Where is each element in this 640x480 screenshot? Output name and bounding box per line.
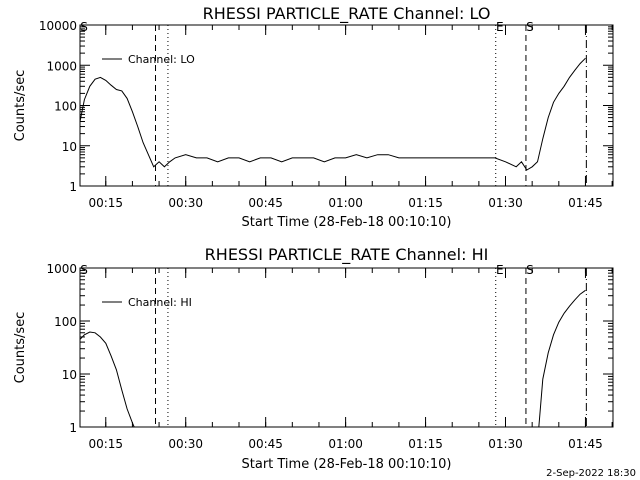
chart-panel-1: RHESSI PARTICLE_RATE Channel: LO 1 10 100 10… bbox=[13, 4, 614, 230]
series-line bbox=[80, 57, 586, 171]
x-tick-label: 01:45 bbox=[568, 196, 603, 210]
y-axis-label: Counts/sec bbox=[13, 312, 28, 384]
event-marker-label: S bbox=[526, 263, 534, 277]
plot-frame bbox=[79, 24, 614, 187]
x-tick-label: 00:30 bbox=[168, 196, 203, 210]
y-tick-label: 10 bbox=[62, 368, 77, 382]
x-tick-label: 00:15 bbox=[88, 196, 123, 210]
y-tick-label: 1000 bbox=[46, 59, 77, 73]
plot-timestamp: 2-Sep-2022 18:30 bbox=[546, 468, 636, 479]
series-line bbox=[80, 289, 586, 427]
x-tick-label: 00:15 bbox=[88, 437, 123, 451]
legend-label: Channel: HI bbox=[128, 296, 192, 309]
x-tick-label: 00:45 bbox=[248, 196, 283, 210]
chart-title: RHESSI PARTICLE_RATE Channel: HI bbox=[205, 245, 489, 265]
y-tick-label: 1 bbox=[69, 180, 77, 194]
x-tick-label: 00:45 bbox=[248, 437, 283, 451]
x-tick-label: 01:00 bbox=[328, 196, 363, 210]
chart-title: RHESSI PARTICLE_RATE Channel: LO bbox=[203, 4, 491, 24]
x-tick-label: 01:30 bbox=[488, 196, 523, 210]
event-marker-label: E bbox=[496, 20, 504, 34]
x-tick-label: 01:15 bbox=[408, 437, 443, 451]
plot-frame bbox=[79, 267, 614, 428]
x-axis-label: Start Time (28-Feb-18 00:10:10) bbox=[242, 457, 452, 472]
x-tick-label: 01:00 bbox=[328, 437, 363, 451]
event-marker-label: S bbox=[80, 263, 88, 277]
x-tick-label: 01:30 bbox=[488, 437, 523, 451]
event-marker-label: S bbox=[80, 20, 88, 34]
y-tick-label: 10 bbox=[62, 140, 77, 154]
y-tick-label: 100 bbox=[54, 100, 77, 114]
x-axis-label: Start Time (28-Feb-18 00:10:10) bbox=[242, 215, 452, 230]
y-tick-label: 10000 bbox=[39, 19, 77, 33]
y-tick-label: 1000 bbox=[46, 262, 77, 276]
x-tick-label: 01:45 bbox=[568, 437, 603, 451]
legend-label: Channel: LO bbox=[128, 53, 195, 66]
chart-panel-2: RHESSI PARTICLE_RATE Channel: HI 1 10 100 10… bbox=[13, 245, 614, 472]
event-marker-label: S bbox=[526, 20, 534, 34]
event-marker-label: E bbox=[496, 263, 504, 277]
x-tick-label: 01:15 bbox=[408, 196, 443, 210]
x-tick-label: 00:30 bbox=[168, 437, 203, 451]
y-tick-label: 1 bbox=[69, 421, 77, 435]
y-axis-label: Counts/sec bbox=[13, 70, 28, 142]
y-tick-label: 100 bbox=[54, 315, 77, 329]
